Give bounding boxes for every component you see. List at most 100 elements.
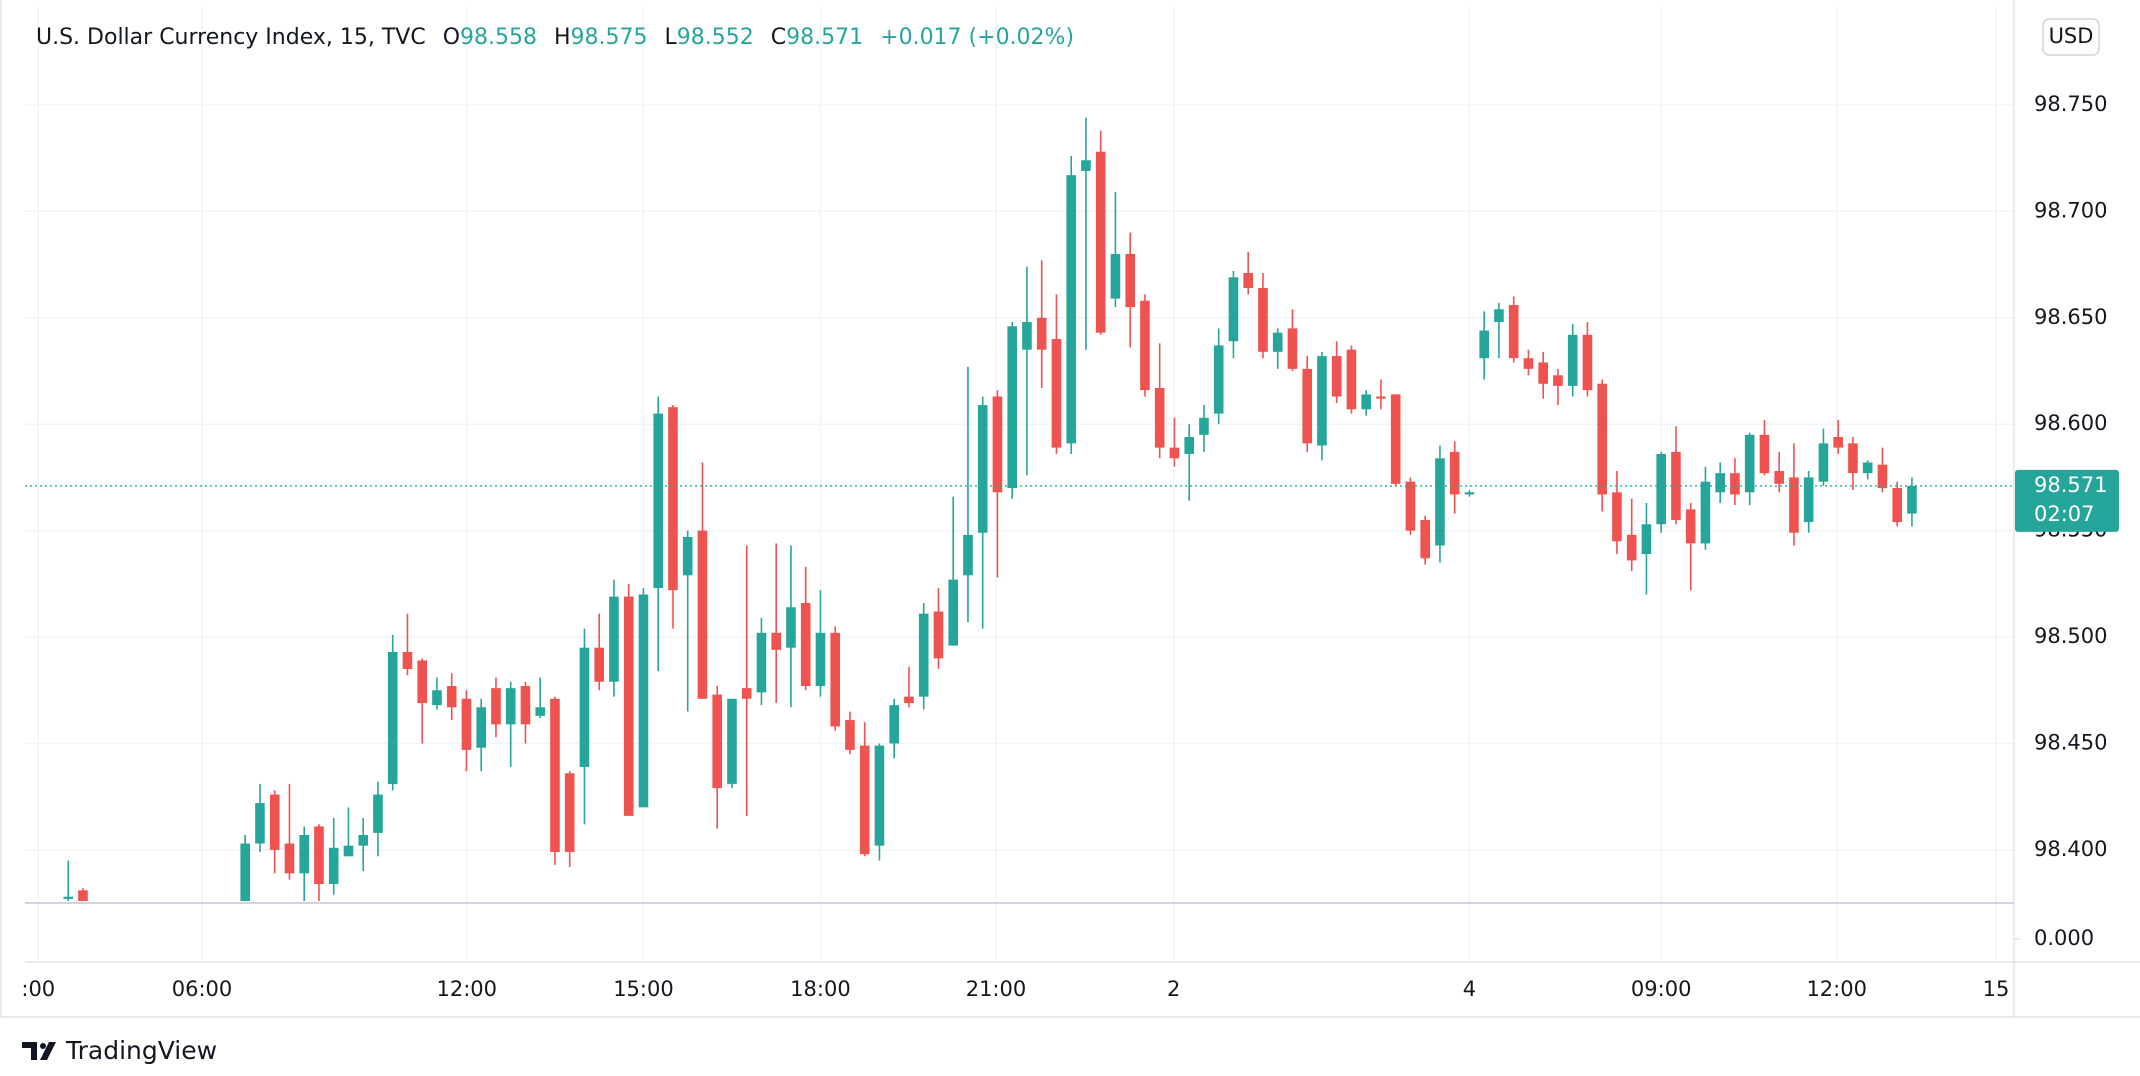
candle-body <box>712 694 723 789</box>
x-tick-label: 09:00 <box>1631 977 1692 1001</box>
candle-body <box>1862 462 1873 474</box>
candle-body <box>402 651 413 669</box>
x-tick-label: 2 <box>1167 977 1180 1001</box>
ohlc-value: 98.552 <box>677 25 754 50</box>
candle-body <box>387 651 398 784</box>
candle-body <box>800 603 811 687</box>
candle-body <box>874 745 885 846</box>
candle-body <box>1641 524 1652 555</box>
x-tick-label: 4 <box>1463 977 1476 1001</box>
candle-body <box>476 707 487 748</box>
candle-body <box>1228 277 1239 342</box>
candle-body <box>505 688 516 725</box>
candle-body <box>1582 334 1593 391</box>
candle-body <box>756 632 767 693</box>
candle-body <box>1494 309 1504 323</box>
candle-body <box>579 647 590 767</box>
candle-body <box>741 688 752 699</box>
candle-body <box>1700 481 1711 544</box>
candle-body <box>1435 458 1445 546</box>
candle-body <box>535 707 546 716</box>
candle-body <box>1022 322 1032 350</box>
axes: 98.40098.45098.50098.55098.60098.65098.7… <box>21 92 2119 1001</box>
candle-body <box>1390 394 1401 484</box>
candle-body <box>1169 447 1180 459</box>
candle-body <box>815 632 826 687</box>
legend-header: U.S. Dollar Currency Index, 15, TVC O98.… <box>36 25 1074 50</box>
candle-body <box>1420 519 1430 559</box>
x-tick-label: 21:00 <box>966 977 1027 1001</box>
candle-body <box>520 686 531 725</box>
candle-body <box>358 835 369 846</box>
candle-body <box>1331 356 1342 397</box>
x-tick-label: 15 <box>1983 977 2010 1001</box>
candle-body <box>1464 492 1475 495</box>
candle-body <box>1626 534 1637 561</box>
candle-body <box>1523 358 1534 369</box>
currency-label[interactable]: USD <box>2049 24 2094 48</box>
candle-body <box>299 835 310 874</box>
candle-body <box>1140 300 1150 391</box>
candle-body <box>1567 334 1578 386</box>
candle-body <box>1744 434 1755 493</box>
candle-body <box>963 534 973 576</box>
candle-body <box>1612 492 1622 542</box>
currency-button-frame[interactable] <box>2042 18 2100 56</box>
candle-body <box>446 686 457 708</box>
candle-body <box>1376 396 1386 399</box>
candle-body <box>1715 473 1725 493</box>
candle-body <box>417 660 428 704</box>
candle-body <box>1848 443 1858 474</box>
candles <box>63 117 1917 901</box>
countdown-label: 02:07 <box>2034 502 2095 526</box>
candle-body <box>933 611 944 659</box>
candle-body <box>1730 473 1740 495</box>
y-tick-label: 98.650 <box>2034 305 2107 329</box>
y-tick-label: 98.450 <box>2034 730 2107 754</box>
candle-body <box>564 773 575 853</box>
currency-button[interactable]: USD <box>2042 18 2100 56</box>
ohlc-key: C <box>771 25 786 50</box>
candle-body <box>1508 305 1519 359</box>
x-tick-label: 15:00 <box>613 977 674 1001</box>
candle-body <box>1789 477 1799 533</box>
y-tick-label: 98.700 <box>2034 198 2107 222</box>
candle-body <box>1125 253 1135 308</box>
ohlc-value: 98.558 <box>460 25 537 50</box>
change: +0.017 (+0.02%) <box>880 25 1074 50</box>
candle-body <box>63 896 74 899</box>
candle-body <box>682 537 693 576</box>
y-tick-label: 98.750 <box>2034 92 2107 116</box>
y-tick-label: 98.400 <box>2034 837 2107 861</box>
candle-body <box>1538 362 1548 384</box>
candle-body <box>1036 317 1047 350</box>
ohlc-value: 98.571 <box>786 25 863 50</box>
candle-body <box>1110 253 1121 299</box>
candle-body <box>1199 417 1209 435</box>
candle-body <box>1272 332 1283 352</box>
candle-body <box>284 843 295 874</box>
y-tick-label: 98.600 <box>2034 411 2107 435</box>
candle-body <box>1095 151 1106 333</box>
y-tick-label: 98.500 <box>2034 624 2107 648</box>
candle-body <box>1877 464 1888 489</box>
candle-body <box>550 698 560 853</box>
candle-body <box>461 698 472 750</box>
candle-body <box>269 794 280 850</box>
candle-body <box>609 596 619 682</box>
candle-body <box>653 413 664 589</box>
candle-body <box>1346 349 1357 410</box>
ohlc-key: O <box>443 25 460 50</box>
candle-body <box>373 794 383 833</box>
candle-body <box>830 632 841 727</box>
candle-body <box>1818 443 1829 482</box>
candle-body <box>638 594 649 808</box>
candle-body <box>1685 509 1696 544</box>
candle-body <box>1553 375 1563 386</box>
x-tick-label: :00 <box>21 977 55 1001</box>
candle-body <box>1405 481 1416 531</box>
candle-body <box>78 890 88 901</box>
candle-body <box>491 688 501 725</box>
